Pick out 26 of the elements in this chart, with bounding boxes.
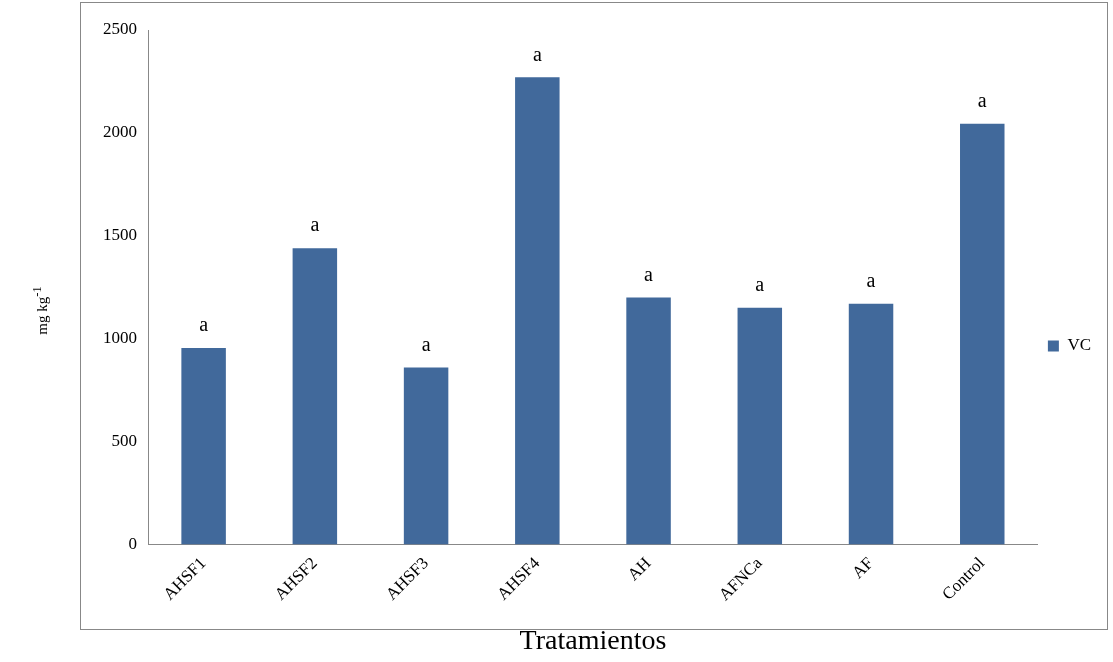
annotation: a bbox=[421, 332, 431, 355]
bar bbox=[515, 77, 560, 545]
bar bbox=[848, 303, 894, 545]
y-tick-label: 0 bbox=[128, 534, 137, 554]
x-tick-label: AF bbox=[848, 553, 878, 583]
y-tick-label: 1000 bbox=[103, 328, 137, 348]
bar bbox=[181, 348, 226, 545]
bar bbox=[626, 297, 671, 545]
bar bbox=[292, 248, 338, 545]
annotation: a bbox=[755, 273, 765, 296]
annotation: a bbox=[532, 42, 542, 65]
annotation: a bbox=[977, 88, 987, 111]
y-tick-label: 1500 bbox=[103, 225, 137, 245]
bar bbox=[737, 307, 783, 545]
x-axis-title: Tratamientos bbox=[519, 623, 667, 655]
annotation: a bbox=[310, 213, 320, 236]
bar bbox=[403, 367, 449, 545]
y-tick-label: 2000 bbox=[103, 122, 137, 142]
legend-label: VC bbox=[1067, 335, 1092, 355]
annotation: a bbox=[866, 269, 876, 291]
annotation: a bbox=[644, 262, 654, 285]
x-tick-label: AH bbox=[623, 553, 655, 585]
annotation: a bbox=[199, 313, 209, 336]
y-tick-label: 2500 bbox=[103, 19, 137, 39]
y-tick-label: 500 bbox=[111, 431, 137, 451]
bar bbox=[960, 123, 1005, 545]
